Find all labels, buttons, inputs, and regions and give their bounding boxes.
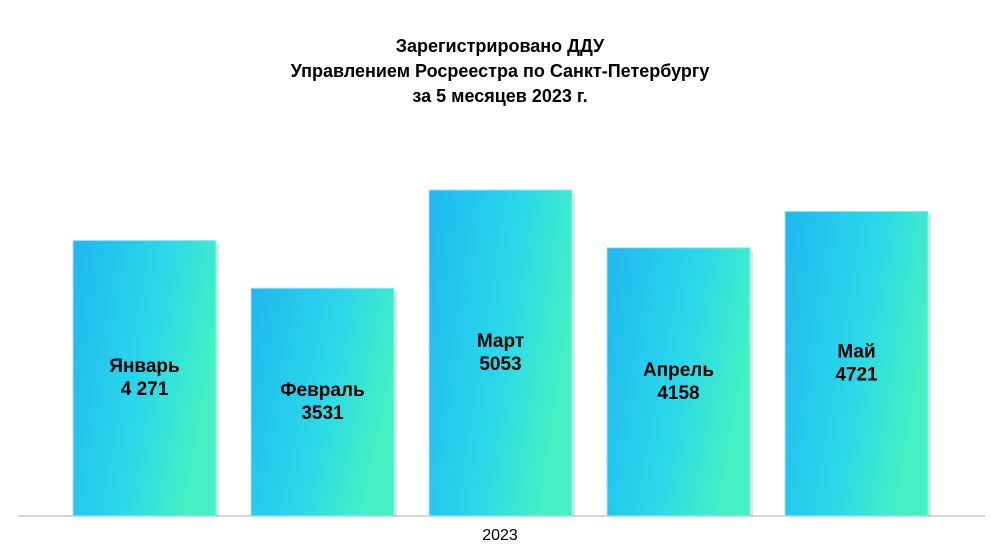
- category-label: Март: [477, 331, 524, 352]
- chart-title: Зарегистрировано ДДУ: [396, 36, 605, 56]
- bar: [606, 247, 751, 517]
- value-label: 4721: [835, 365, 878, 386]
- category-label: Май: [837, 342, 875, 363]
- category-label: Апрель: [643, 360, 714, 381]
- bar: [784, 210, 929, 517]
- chart-title: за 5 месяцев 2023 г.: [412, 86, 587, 106]
- value-label: 5053: [479, 354, 521, 375]
- value-label: 3531: [301, 403, 344, 424]
- bar: [250, 287, 395, 517]
- x-axis-label: 2023: [482, 527, 518, 544]
- value-label: 4 271: [121, 379, 169, 400]
- category-label: Январь: [109, 356, 179, 377]
- category-label: Февраль: [280, 380, 364, 401]
- bar: [428, 189, 573, 517]
- chart-title: Управлением Росреестра по Санкт-Петербур…: [291, 61, 710, 81]
- value-label: 4158: [657, 383, 699, 404]
- bar: [72, 239, 217, 517]
